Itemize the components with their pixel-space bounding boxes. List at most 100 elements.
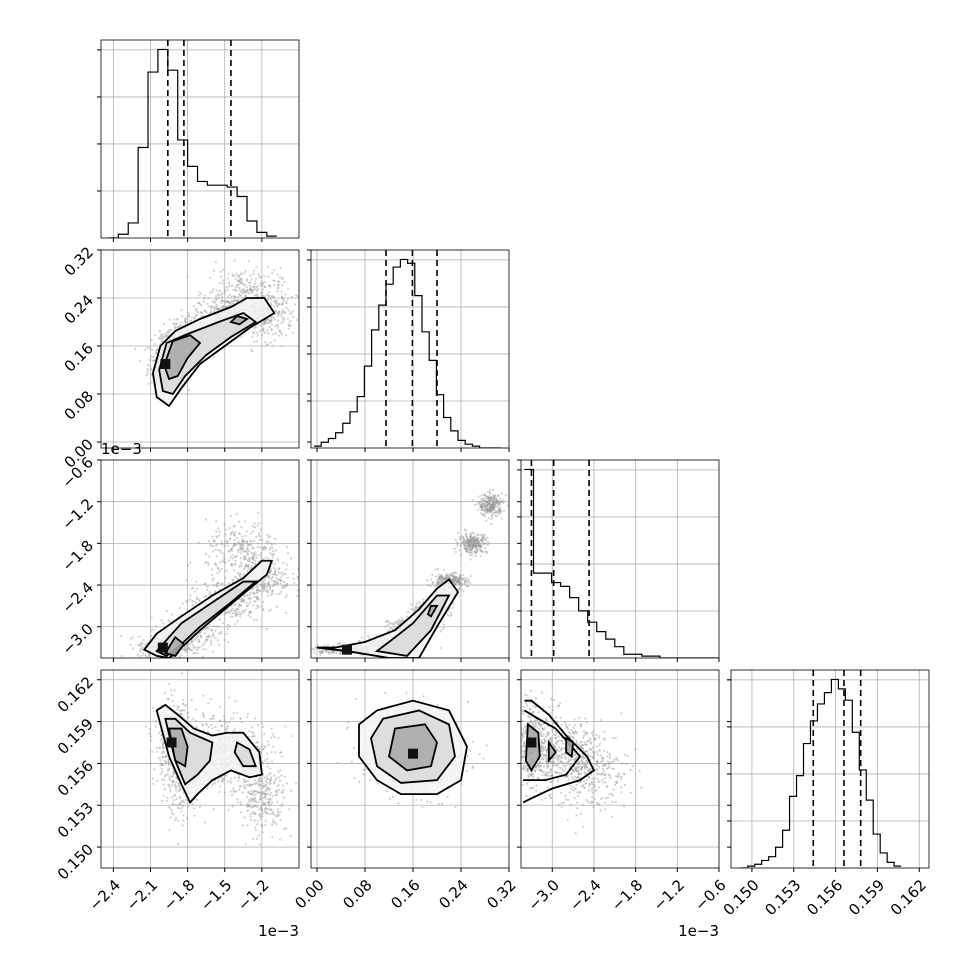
scatter-point	[263, 545, 266, 549]
scatter-point	[480, 549, 483, 552]
scatter-point	[243, 549, 246, 552]
scatter-point	[138, 635, 141, 638]
scatter-point	[241, 598, 244, 601]
scatter-point	[281, 297, 284, 300]
scatter-point	[213, 300, 216, 304]
scatter-point	[488, 509, 491, 513]
scatter-point	[495, 498, 498, 501]
scatter-point	[498, 510, 501, 513]
scatter-point	[245, 530, 248, 533]
scatter-point	[139, 648, 142, 651]
scatter-point	[208, 593, 211, 596]
scatter-point	[242, 598, 246, 602]
panel-frame	[730, 669, 930, 869]
scatter-point	[232, 544, 235, 547]
scatter-point	[410, 603, 413, 606]
scatter-point	[456, 581, 459, 584]
panel-frame	[310, 459, 510, 659]
scatter-point	[456, 578, 459, 581]
scatter-point	[480, 537, 484, 540]
scatter-point	[490, 498, 493, 501]
scatter-point	[239, 290, 242, 293]
scatter-point	[475, 544, 478, 547]
scatter-point	[169, 328, 173, 332]
scatter-point	[281, 312, 284, 315]
scatter-point	[224, 561, 227, 564]
scatter-point	[274, 309, 277, 312]
scatter-point	[479, 533, 482, 537]
scatter-point	[271, 553, 274, 556]
scatter-point	[478, 548, 482, 551]
scatter-point	[262, 330, 265, 333]
scatter-point	[478, 542, 481, 545]
scatter-point	[484, 507, 488, 510]
scatter-point	[251, 558, 254, 561]
scatter-point	[442, 578, 445, 581]
scatter-point	[458, 580, 461, 583]
scatter-point	[299, 328, 301, 330]
scatter-point	[158, 747, 161, 750]
scatter-point	[495, 501, 498, 505]
scatter-point	[216, 566, 219, 570]
scatter-point	[461, 536, 465, 539]
scatter-point	[146, 372, 149, 375]
scatter-point	[274, 549, 278, 552]
scatter-point	[205, 627, 208, 630]
scatter-point	[204, 582, 207, 585]
scatter-point	[201, 312, 204, 315]
scatter-point	[442, 568, 446, 572]
scatter-point	[270, 323, 273, 326]
scatter-point	[150, 367, 153, 370]
scatter-point	[475, 541, 479, 545]
scatter-point	[494, 500, 497, 503]
histogram-panel-0	[97, 39, 300, 239]
scatter-point	[210, 643, 213, 646]
scatter-point	[451, 579, 454, 582]
scatter-point	[273, 318, 276, 321]
scatter-point	[262, 609, 265, 612]
scatter-point	[147, 363, 150, 367]
scatter-point	[231, 530, 234, 533]
scatter-point	[242, 567, 246, 570]
scatter-point	[339, 651, 342, 655]
scatter-point	[465, 541, 468, 544]
scatter-point	[487, 500, 491, 503]
scatter-point	[197, 638, 201, 641]
scatter-point	[163, 759, 166, 763]
scatter-point	[209, 641, 212, 644]
scatter-point	[147, 382, 150, 385]
scatter-point	[289, 324, 292, 327]
scatter-point	[202, 648, 205, 651]
scatter-point	[274, 579, 277, 583]
scatter-point	[491, 509, 494, 513]
scatter-point	[204, 562, 207, 565]
scatter-point	[479, 546, 482, 549]
scatter-point	[480, 512, 483, 515]
scatter-point	[474, 551, 477, 554]
scatter-point	[440, 578, 443, 582]
scatter-point	[177, 705, 180, 708]
scatter-point	[244, 284, 247, 287]
scatter-point	[467, 538, 471, 541]
scatter-point	[482, 497, 485, 500]
scatter-point	[231, 273, 234, 276]
scatter-point	[488, 492, 492, 495]
scatter-point	[430, 578, 433, 581]
scatter-point	[223, 557, 226, 561]
scatter-point	[282, 320, 285, 323]
scatter-point	[220, 567, 223, 571]
scatter-point	[488, 497, 491, 500]
scatter-point	[468, 542, 471, 545]
scatter-point	[249, 288, 252, 291]
scatter-point	[233, 538, 236, 542]
scatter-point	[285, 568, 288, 571]
scatter-point	[483, 509, 486, 512]
scatter-point	[472, 543, 476, 547]
scatter-point	[208, 555, 211, 558]
scatter-point	[471, 547, 474, 550]
scatter-point	[225, 285, 228, 288]
scatter-point	[273, 583, 276, 586]
scatter-point	[456, 579, 459, 583]
scatter-point	[278, 578, 281, 581]
